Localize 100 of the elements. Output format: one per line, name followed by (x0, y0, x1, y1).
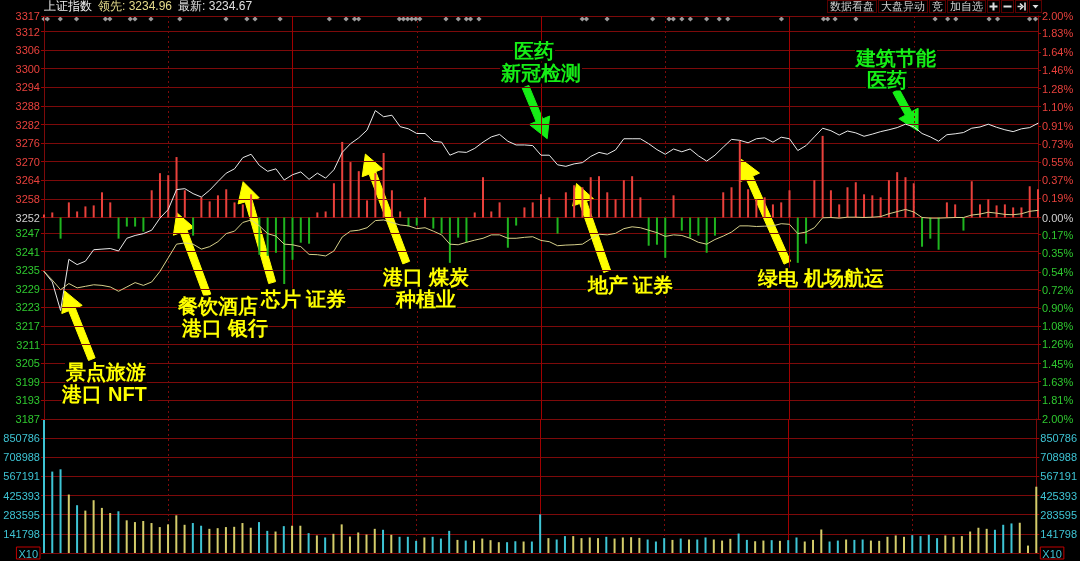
bar (894, 535, 897, 553)
bar (944, 535, 947, 553)
annotation: 景点旅游 (64, 360, 147, 383)
bar (572, 536, 575, 553)
bar (853, 539, 856, 553)
bar (721, 540, 724, 553)
bar (960, 536, 963, 553)
y2-tick-label: 1.26% (1042, 338, 1074, 351)
y2-tick-label: 0.91% (1042, 119, 1074, 132)
bar (606, 192, 609, 218)
bar (929, 217, 932, 239)
bar (216, 528, 219, 553)
bar (117, 217, 120, 239)
y2-tick-label: 0.55% (1042, 156, 1074, 169)
y-tick-label: 283595 (3, 508, 40, 521)
bar (373, 528, 376, 553)
bar (456, 539, 459, 553)
bar (729, 538, 732, 553)
bar (854, 182, 857, 218)
annotation: 港口 煤炭 (382, 265, 470, 288)
bar (631, 176, 634, 218)
bar (200, 525, 203, 553)
y2-tick-label: 1.83% (1042, 27, 1074, 40)
bar (291, 525, 294, 553)
y2-tick-label: 0.00% (1042, 211, 1074, 224)
bar (423, 537, 426, 553)
bar (76, 211, 79, 218)
bar (125, 217, 128, 227)
annotation: 港口 NFT (61, 382, 148, 405)
toolbar-button: 竞 (929, 0, 946, 13)
bar (588, 537, 591, 553)
y2-tick-label: 0.54% (1042, 265, 1074, 278)
bar (879, 197, 882, 218)
bar (382, 529, 385, 553)
bar (871, 195, 874, 218)
bar (59, 217, 62, 239)
bar (646, 539, 649, 553)
bar (869, 540, 872, 553)
bar (1037, 189, 1039, 218)
bar (84, 206, 87, 218)
bar (175, 515, 178, 553)
bar (697, 217, 700, 236)
bar (51, 471, 54, 553)
bar (663, 538, 666, 553)
bar (523, 207, 526, 218)
y-tick-label: 3306 (15, 44, 40, 57)
bar (92, 205, 95, 218)
bar (374, 173, 377, 218)
bar (472, 540, 475, 553)
bar (597, 176, 600, 218)
bar (737, 533, 740, 553)
bar (150, 523, 153, 553)
y2-tick-label: 1.81% (1042, 393, 1074, 406)
bar (307, 533, 310, 553)
bar (67, 202, 70, 218)
bar (671, 539, 674, 553)
y-tick-label: X10 (18, 547, 38, 560)
bar (249, 527, 252, 553)
bar (1002, 524, 1005, 553)
annotation: 医药 (866, 68, 909, 91)
bar (357, 532, 360, 553)
bar (109, 513, 112, 553)
bar (142, 521, 145, 553)
bar (431, 536, 434, 553)
bar (531, 202, 534, 218)
y-tick-label: 708988 (3, 451, 40, 464)
y2-tick-label: 567191 (1040, 470, 1078, 483)
bar (340, 524, 343, 553)
y-tick-label: 3294 (15, 81, 40, 94)
bar (878, 540, 881, 553)
bar (689, 217, 692, 238)
bar (100, 507, 103, 553)
y-tick-label: 850786 (3, 432, 40, 445)
bar (224, 527, 227, 553)
bar (911, 535, 914, 553)
bar (621, 537, 624, 553)
bar (448, 530, 451, 553)
bar (672, 195, 675, 218)
bar (647, 217, 650, 246)
bar (191, 523, 194, 553)
bar (977, 527, 980, 553)
bar (424, 197, 427, 218)
bar (514, 541, 517, 553)
bar (829, 190, 832, 218)
bar (1012, 207, 1015, 218)
bar (208, 528, 211, 553)
y-tick-label: 141798 (3, 527, 40, 540)
y-tick-label: 425393 (3, 489, 40, 502)
y-tick-label: 3300 (15, 62, 40, 75)
annotation: 医药 (513, 39, 556, 62)
bar (299, 525, 302, 553)
bar (985, 528, 988, 553)
bar (936, 538, 939, 553)
annotation: 绿电 机场航运 (757, 266, 885, 289)
bar (415, 217, 418, 226)
bar (258, 522, 260, 553)
bar (805, 217, 808, 244)
bar (84, 510, 87, 553)
bar (324, 537, 327, 553)
y2-tick-label: 0.73% (1042, 137, 1074, 150)
